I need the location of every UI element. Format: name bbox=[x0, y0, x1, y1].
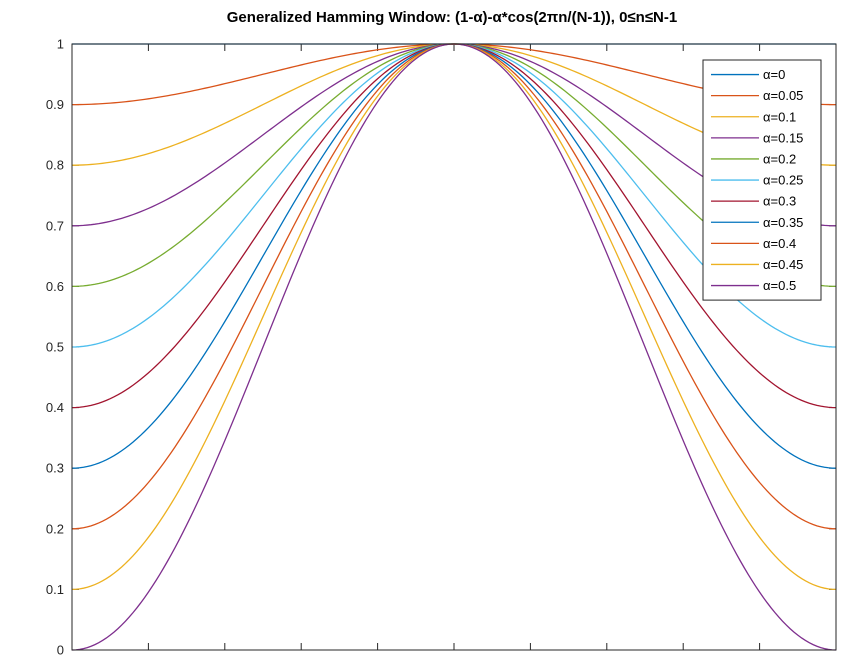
legend-label: α=0.25 bbox=[763, 173, 803, 188]
legend-label: α=0.15 bbox=[763, 130, 803, 145]
axis-ticks: 0 0.1 0.2 0.3 0.4 0.5 0.6 0.7 0.8 0.9 1 bbox=[46, 37, 837, 658]
y-tick-label: 0 bbox=[57, 643, 64, 658]
legend-label: α=0.3 bbox=[763, 194, 796, 209]
y-tick-label: 0.6 bbox=[46, 279, 64, 294]
y-tick-label: 0.2 bbox=[46, 521, 64, 536]
chart-title: Generalized Hamming Window: (1-α)-α*cos(… bbox=[227, 9, 677, 26]
legend-label: α=0.45 bbox=[763, 257, 803, 272]
y-tick-label: 0.7 bbox=[46, 218, 64, 233]
legend-label: α=0.2 bbox=[763, 151, 796, 166]
legend-label: α=0.05 bbox=[763, 88, 803, 103]
y-tick-label: 0.9 bbox=[46, 97, 64, 112]
legend-label: α=0.4 bbox=[763, 236, 796, 251]
y-tick-label: 0.5 bbox=[46, 340, 64, 355]
y-tick-label: 0.3 bbox=[46, 461, 64, 476]
legend-label: α=0 bbox=[763, 67, 785, 82]
y-tick-label: 0.4 bbox=[46, 400, 64, 415]
legend-label: α=0.1 bbox=[763, 109, 796, 124]
axes-frame bbox=[71, 43, 837, 651]
y-tick-label: 0.8 bbox=[46, 158, 64, 173]
y-tick-label: 1 bbox=[57, 37, 64, 52]
y-tick-label: 0.1 bbox=[46, 582, 64, 597]
legend-label: α=0.5 bbox=[763, 278, 796, 293]
legend: α=0 α=0.05 α=0.1 α=0.15 α=0.2 α=0.25 α=0.3 α=0.… bbox=[702, 59, 822, 301]
legend-label: α=0.35 bbox=[763, 215, 803, 230]
